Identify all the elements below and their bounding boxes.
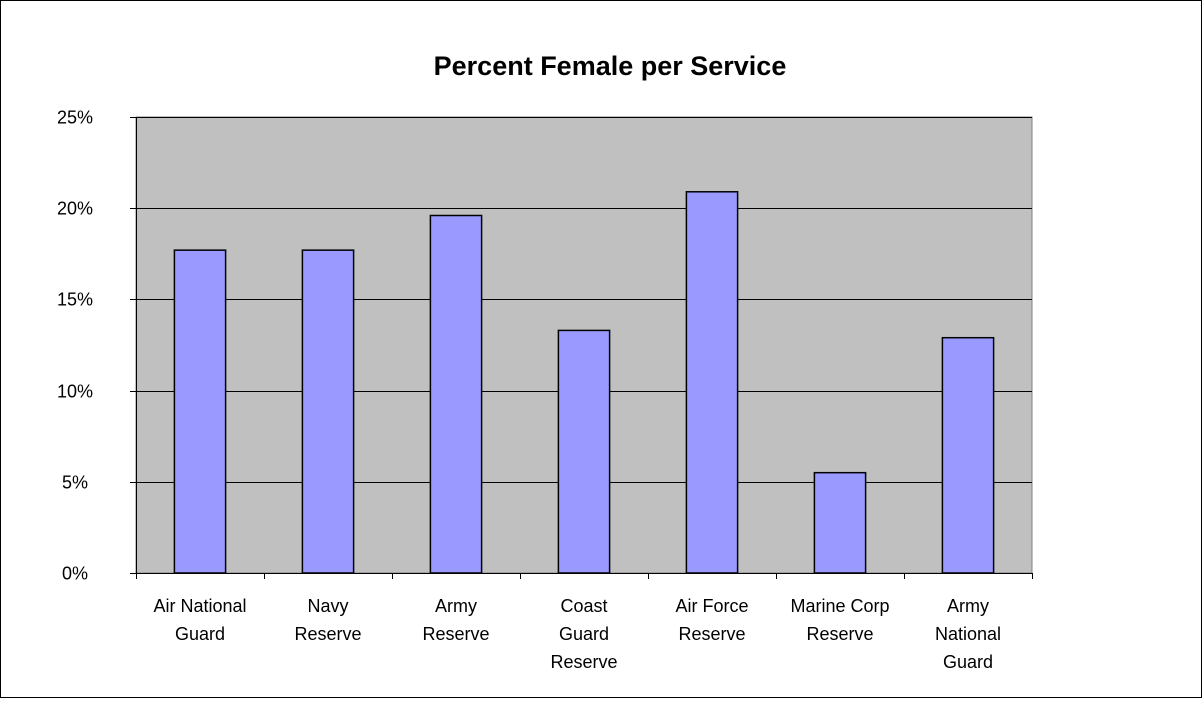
y-tick-label: 10% (57, 382, 93, 402)
y-tick-label: 15% (57, 290, 93, 310)
x-category-label: Air Force Reserve (675, 596, 748, 644)
x-category-label: Navy Reserve (294, 596, 361, 644)
y-tick-label: 5% (62, 473, 88, 493)
x-category-label: Army Reserve (422, 596, 489, 644)
bar (557, 329, 611, 574)
x-category-label: Coast Guard Reserve (550, 596, 617, 672)
bar (941, 336, 995, 574)
x-axis-labels: Air National Guard Navy Reserve Army Reserve C… (153, 596, 1001, 672)
chart-title: Percent Female per Service (434, 51, 787, 81)
y-tick-label: 0% (62, 564, 88, 584)
bar (685, 191, 739, 574)
y-axis-ticks: 0% 5% 10% 15% 20% 25% (57, 108, 136, 584)
y-tick-label: 25% (57, 108, 93, 128)
x-category-label: Marine Corp Reserve (790, 596, 889, 644)
y-tick-label: 20% (57, 199, 93, 219)
bar (813, 471, 867, 574)
bar (301, 249, 355, 574)
x-category-label: Air National Guard (153, 596, 246, 644)
axes (136, 117, 1033, 579)
bar (173, 249, 227, 574)
bars (173, 191, 995, 574)
x-category-label: Army National Guard (935, 596, 1001, 672)
bar (429, 214, 483, 574)
